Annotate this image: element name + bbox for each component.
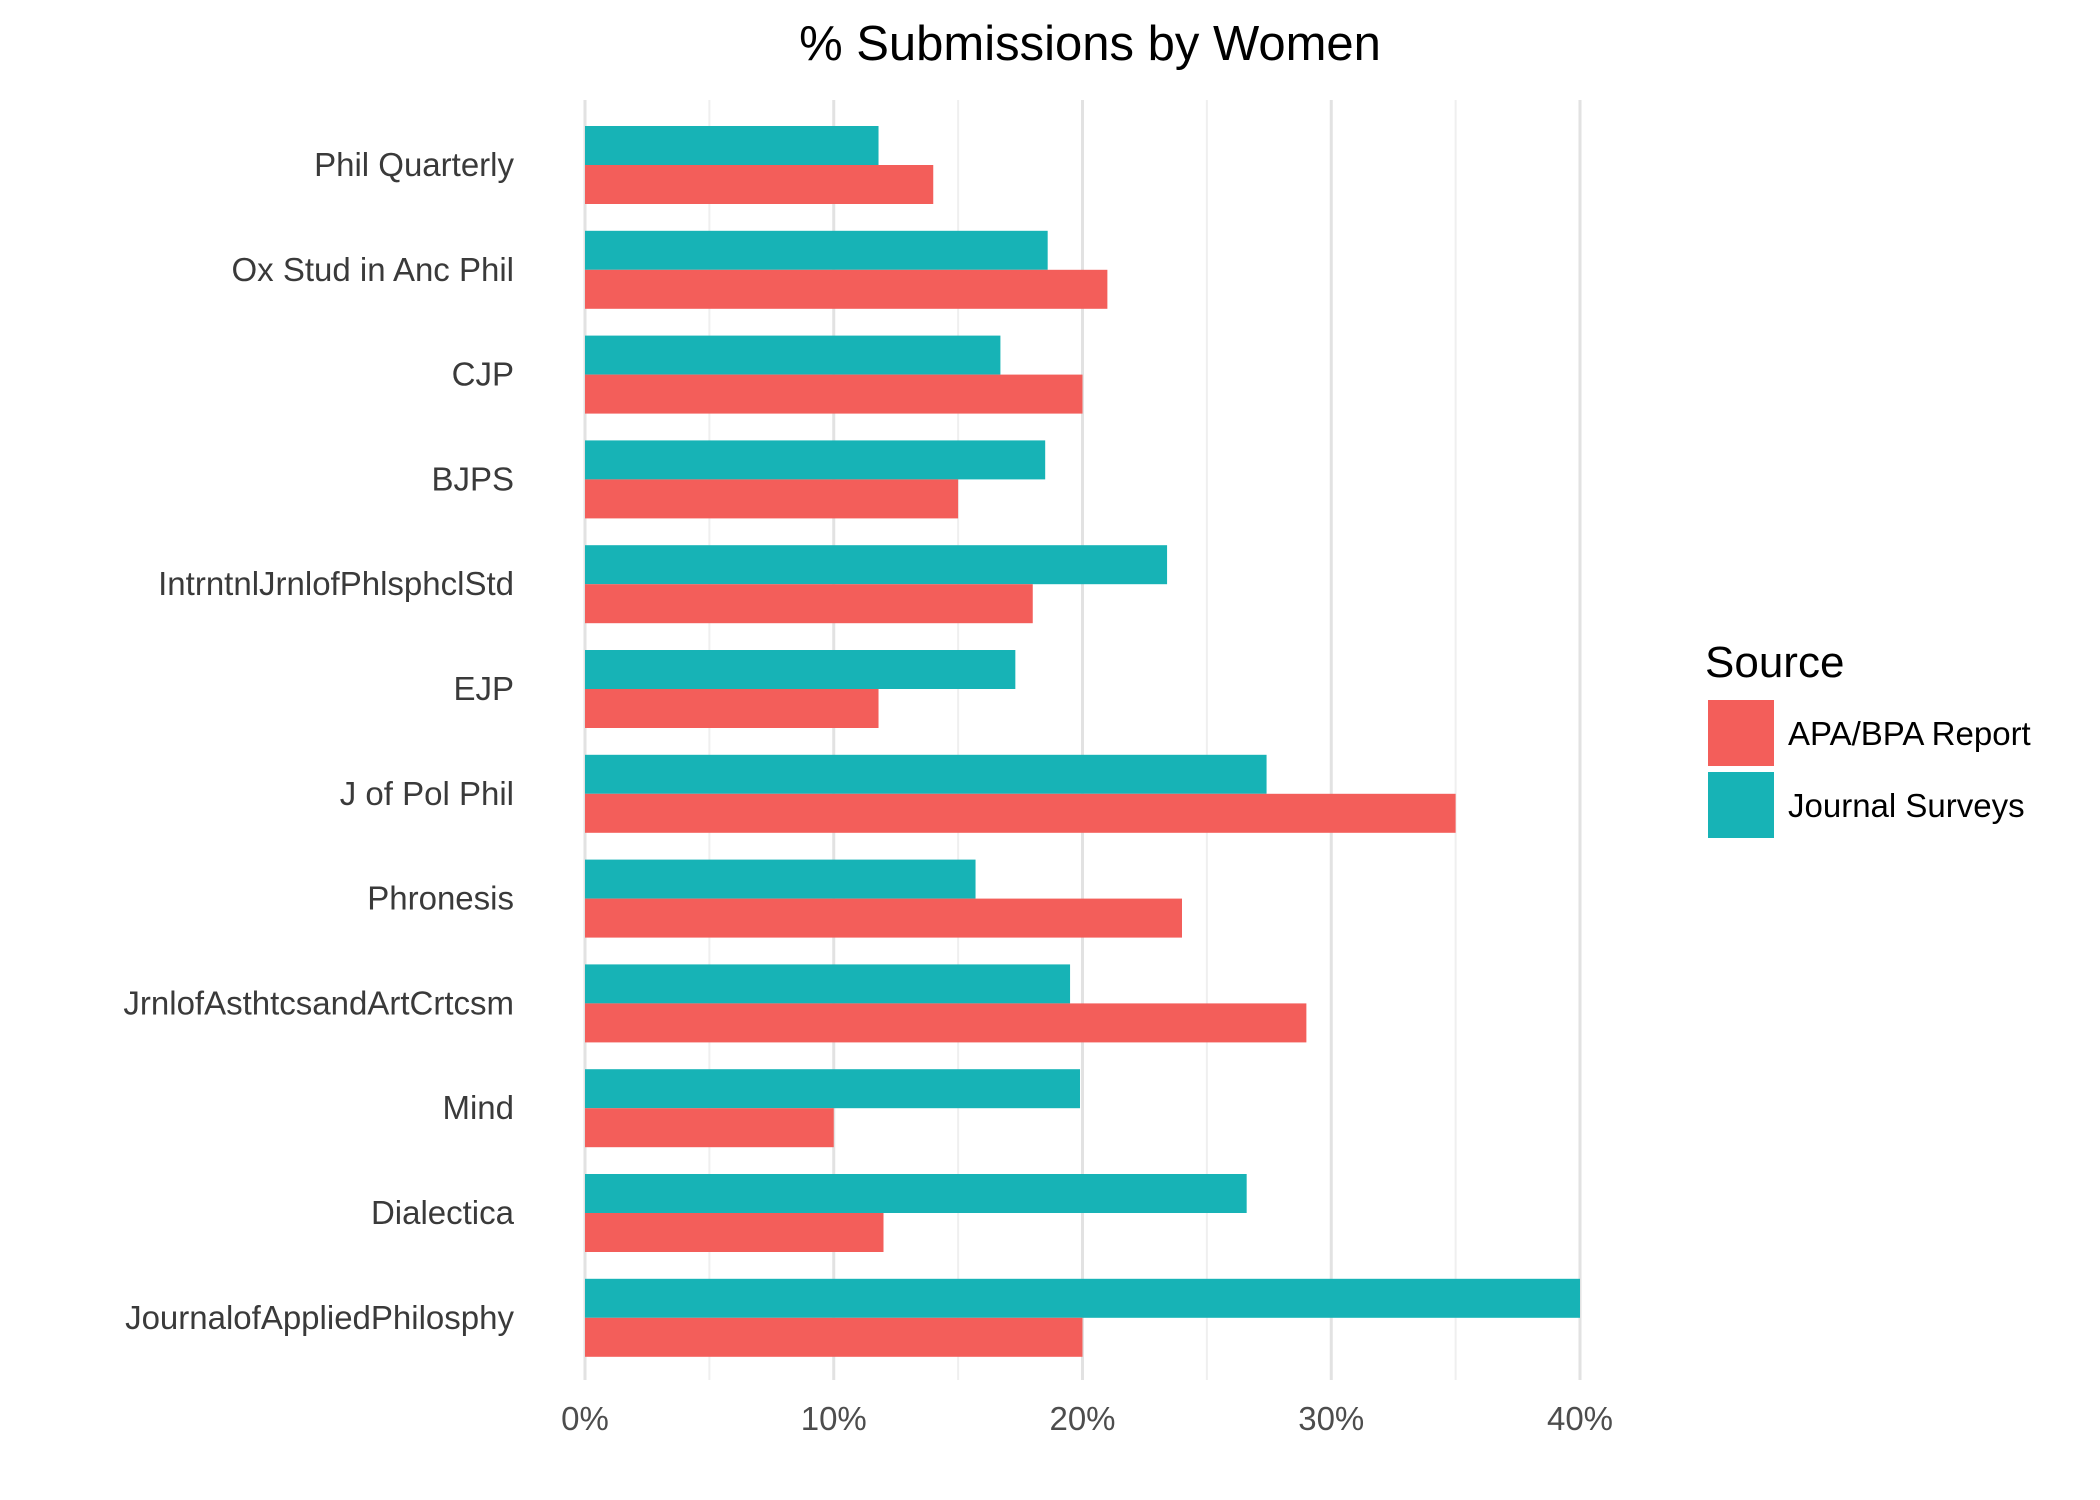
category-label: Phronesis — [367, 880, 514, 917]
legend-swatch — [1708, 772, 1774, 838]
bar-journal-surveys — [585, 126, 879, 165]
bar-journal-surveys — [585, 1069, 1081, 1109]
category-label: JrnlofAsthtcsandArtCrtcsm — [123, 984, 514, 1021]
category-label: JournalofAppliedPhilosphy — [125, 1299, 514, 1336]
legend-label: Journal Surveys — [1788, 787, 2025, 824]
bar-apa-bpa-report — [585, 1003, 1307, 1043]
category-label: IntrntnlJrnlofPhlsphclStd — [158, 565, 514, 602]
bar-apa-bpa-report — [585, 793, 1456, 833]
legend-label: APA/BPA Report — [1788, 715, 2031, 752]
category-label: CJP — [452, 356, 514, 393]
bar-journal-surveys — [585, 230, 1048, 270]
bar-apa-bpa-report — [585, 1108, 834, 1148]
category-label: J of Pol Phil — [340, 775, 514, 812]
x-tick-label: 10% — [801, 1400, 867, 1437]
category-label: EJP — [453, 670, 514, 707]
category-labels: Phil Quarterly Ox Stud in Anc Phil CJP BJPS… — [123, 146, 514, 1336]
bar-apa-bpa-report — [585, 165, 934, 204]
bar-apa-bpa-report — [585, 1317, 1083, 1357]
chart-title: % Submissions by Women — [799, 17, 1381, 71]
legend-title: Source — [1705, 638, 1844, 687]
legend-items: APA/BPA Report Journal Surveys — [1708, 700, 2031, 838]
bar-apa-bpa-report — [585, 689, 879, 728]
category-label: Ox Stud in Anc Phil — [232, 251, 514, 288]
category-label: Phil Quarterly — [314, 146, 514, 183]
x-axis-ticks: 0% 10% 20% 30% 40% — [561, 1400, 1613, 1437]
bar-apa-bpa-report — [585, 1213, 884, 1252]
x-tick-label: 40% — [1547, 1400, 1613, 1437]
bar-journal-surveys — [585, 335, 1001, 375]
bar-journal-surveys — [585, 650, 1016, 689]
bar-journal-surveys — [585, 754, 1267, 794]
x-tick-label: 20% — [1049, 1400, 1115, 1437]
bar-apa-bpa-report — [585, 479, 959, 519]
legend: Source APA/BPA Report Journal Surveys — [1705, 638, 2031, 838]
bar-journal-surveys — [585, 545, 1168, 585]
bar-journal-surveys — [585, 859, 976, 899]
gridlines — [583, 100, 1582, 1380]
bar-apa-bpa-report — [585, 898, 1182, 938]
bar-journal-surveys — [585, 440, 1046, 480]
bar-journal-surveys — [585, 964, 1071, 1004]
bar-apa-bpa-report — [585, 269, 1108, 309]
x-tick-label: 30% — [1298, 1400, 1364, 1437]
category-label: BJPS — [431, 460, 514, 497]
bars — [585, 126, 1580, 1357]
bar-journal-surveys — [585, 1278, 1580, 1318]
bar-apa-bpa-report — [585, 374, 1083, 414]
legend-swatch — [1708, 700, 1774, 766]
category-label: Dialectica — [371, 1194, 515, 1231]
bar-journal-surveys — [585, 1174, 1247, 1213]
category-label: Mind — [442, 1089, 514, 1126]
x-tick-label: 0% — [561, 1400, 609, 1437]
bar-apa-bpa-report — [585, 584, 1033, 624]
